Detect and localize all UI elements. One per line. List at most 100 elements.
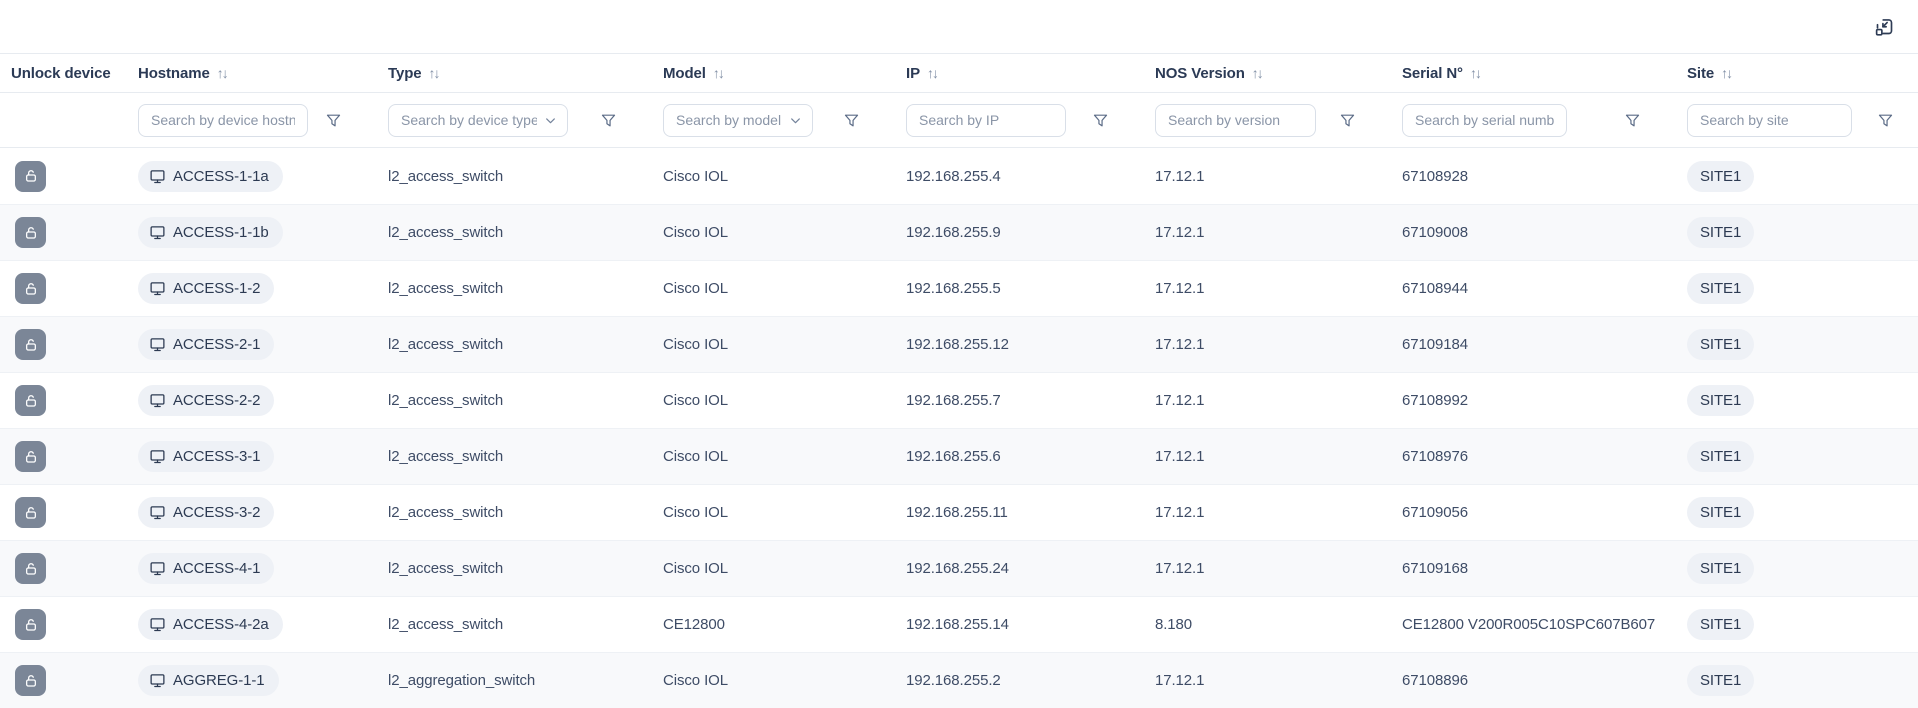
hostname-pill[interactable]: ACCESS-2-2 [138,385,275,416]
unlock-padlock-icon [25,394,36,407]
sort-arrows-icon[interactable]: ↑↓ [216,65,229,81]
column-header-nos-version[interactable]: NOS Version ↑↓ [1155,65,1402,82]
nos-version-cell: 17.12.1 [1155,392,1402,409]
nos-version-text: 17.12.1 [1155,392,1205,409]
nos-version-text: 17.12.1 [1155,504,1205,521]
hostname-pill[interactable]: ACCESS-2-1 [138,329,275,360]
column-header-site[interactable]: Site ↑↓ [1687,65,1918,82]
nos-version-search-input[interactable] [1155,103,1316,137]
hostname-pill[interactable]: ACCESS-1-2 [138,273,275,304]
unlock-device-button[interactable] [15,273,46,304]
site-badge: SITE1 [1687,273,1755,304]
sort-arrows-icon[interactable]: ↑↓ [1721,65,1733,81]
column-label: Type [388,64,422,82]
serial-search-input[interactable] [1402,103,1567,137]
ip-text: 192.168.255.9 [906,224,1001,241]
unlock-padlock-icon [25,618,36,631]
site-text: SITE1 [1700,224,1742,241]
unlock-device-button[interactable] [15,441,46,472]
filter-cell-hostname [138,93,388,147]
ip-text: 192.168.255.2 [906,672,1001,689]
serial-text: 67109168 [1402,560,1468,577]
site-badge: SITE1 [1687,665,1755,696]
model-cell: Cisco IOL [663,168,906,185]
table-row: ACCESS-4-2a l2_access_switch CE12800 192… [0,596,1918,652]
ip-cell: 192.168.255.24 [906,560,1155,577]
site-cell: SITE1 [1687,609,1918,640]
type-search-select[interactable] [388,103,568,137]
unlock-device-button[interactable] [15,497,46,528]
hostname-pill[interactable]: ACCESS-1-1b [138,217,283,248]
type-filter-button[interactable] [597,109,619,131]
hostname-search-input[interactable] [138,103,308,137]
table-row: ACCESS-2-2 l2_access_switch Cisco IOL 19… [0,372,1918,428]
sort-arrows-icon[interactable]: ↑↓ [1469,65,1482,81]
model-text: CE12800 [663,616,725,633]
nos-version-text: 17.12.1 [1155,167,1205,185]
unlock-device-button[interactable] [15,217,46,248]
unlock-cell [0,160,138,192]
nos-version-text: 17.12.1 [1155,280,1205,297]
column-header-model[interactable]: Model ↑↓ [663,65,906,82]
hostname-pill[interactable]: AGGREG-1-1 [138,665,279,696]
type-text: l2_access_switch [388,504,504,521]
ip-cell: 192.168.255.5 [906,280,1155,297]
serial-cell: CE12800 V200R005C10SPC607B607 [1402,616,1687,633]
model-filter-button[interactable] [840,109,862,131]
site-badge: SITE1 [1687,609,1755,640]
sort-arrows-icon[interactable]: ↑↓ [926,65,939,81]
unlock-cell [0,273,138,304]
ip-filter-button[interactable] [1089,109,1111,131]
unlock-device-button[interactable] [15,665,46,696]
unlock-device-button[interactable] [15,609,46,640]
model-cell: Cisco IOL [663,504,906,521]
type-text: l2_access_switch [388,448,504,465]
hostname-pill[interactable]: ACCESS-1-1a [138,160,283,192]
hostname-cell: ACCESS-4-2a [138,609,388,640]
model-text: Cisco IOL [663,167,728,185]
hostname-text: ACCESS-1-2 [173,280,261,297]
ip-cell: 192.168.255.7 [906,392,1155,409]
hostname-pill[interactable]: ACCESS-3-1 [138,441,275,472]
sort-arrows-icon[interactable]: ↑↓ [1251,65,1264,81]
site-text: SITE1 [1700,504,1742,521]
column-header-hostname[interactable]: Hostname ↑↓ [138,65,388,82]
unlock-device-button[interactable] [15,553,46,584]
ip-search-input[interactable] [906,103,1066,137]
hostname-pill[interactable]: ACCESS-4-1 [138,553,275,584]
unlock-device-button[interactable] [15,160,46,192]
unlock-device-button[interactable] [15,385,46,416]
unlock-device-button[interactable] [15,329,46,360]
nos-version-filter-button[interactable] [1336,109,1358,131]
sort-arrows-icon[interactable]: ↑↓ [712,65,725,81]
hostname-cell: ACCESS-1-1a [138,160,388,192]
site-cell: SITE1 [1687,329,1918,360]
filter-cell-ip [906,93,1155,147]
model-text: Cisco IOL [663,560,728,577]
sort-arrows-icon[interactable]: ↑↓ [428,65,441,81]
site-search-input[interactable] [1687,103,1852,137]
unlock-padlock-icon [25,674,36,687]
table-row: ACCESS-3-1 l2_access_switch Cisco IOL 19… [0,428,1918,484]
hostname-pill[interactable]: ACCESS-4-2a [138,609,283,640]
ip-text: 192.168.255.7 [906,392,1001,409]
nos-version-cell: 17.12.1 [1155,672,1402,689]
column-header-serial[interactable]: Serial N° ↑↓ [1402,65,1687,82]
column-header-ip[interactable]: IP ↑↓ [906,65,1155,82]
model-search-select[interactable] [663,103,813,137]
column-header-type[interactable]: Type ↑↓ [388,65,663,82]
site-badge: SITE1 [1687,553,1755,584]
collapse-view-button[interactable] [1872,14,1896,38]
site-cell: SITE1 [1687,441,1918,472]
filter-funnel-icon [844,114,858,126]
site-filter-button[interactable] [1874,109,1896,131]
model-cell: Cisco IOL [663,224,906,241]
serial-text: 67109184 [1402,336,1468,353]
model-text: Cisco IOL [663,392,728,409]
serial-filter-button[interactable] [1621,109,1643,131]
hostname-pill[interactable]: ACCESS-3-2 [138,497,275,528]
hostname-filter-button[interactable] [322,109,344,131]
topbar [0,0,1918,53]
serial-cell: 67108896 [1402,672,1687,689]
model-text: Cisco IOL [663,504,728,521]
